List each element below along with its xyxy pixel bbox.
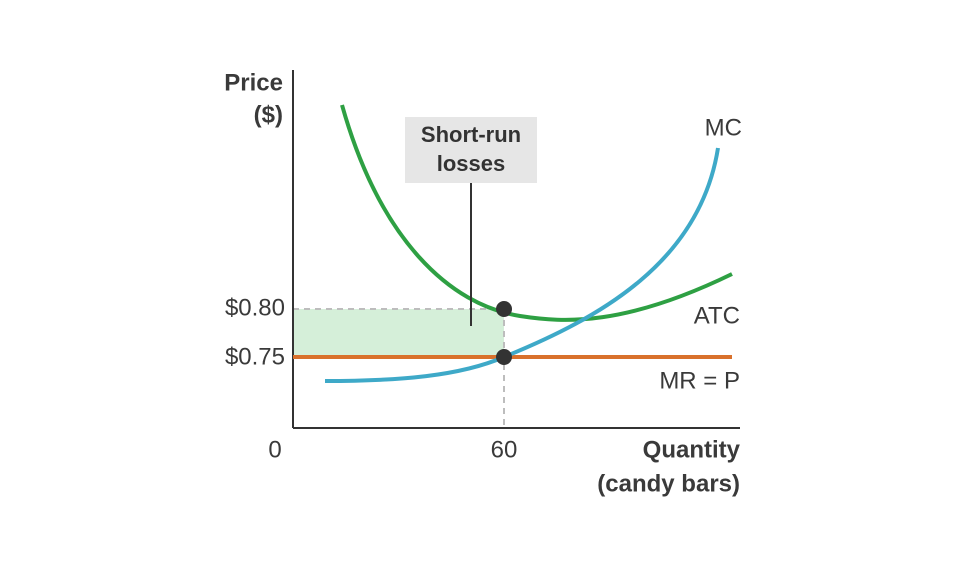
mc-curve xyxy=(324,147,720,383)
curve-label: MC xyxy=(705,114,742,141)
x-axis-label: (candy bars) xyxy=(597,470,740,497)
y-axis-label: Price xyxy=(224,69,283,96)
y-tick-label: $0.75 xyxy=(225,343,285,370)
y-tick-label: $0.80 xyxy=(225,294,285,321)
y-axis-label: ($) xyxy=(254,101,283,128)
origin-label: 0 xyxy=(268,436,281,463)
annotation-text: Short-run xyxy=(421,122,521,147)
annotation-text: losses xyxy=(437,151,506,176)
curve-label: MR = P xyxy=(659,367,740,394)
x-tick-label: 60 xyxy=(491,436,518,463)
loss-area xyxy=(293,309,504,357)
curve-label: ATC xyxy=(694,302,740,329)
point xyxy=(496,301,512,317)
annotation-box xyxy=(405,117,537,183)
atc-curve xyxy=(340,104,733,322)
point xyxy=(496,349,512,365)
x-axis-label: Quantity xyxy=(643,436,741,463)
